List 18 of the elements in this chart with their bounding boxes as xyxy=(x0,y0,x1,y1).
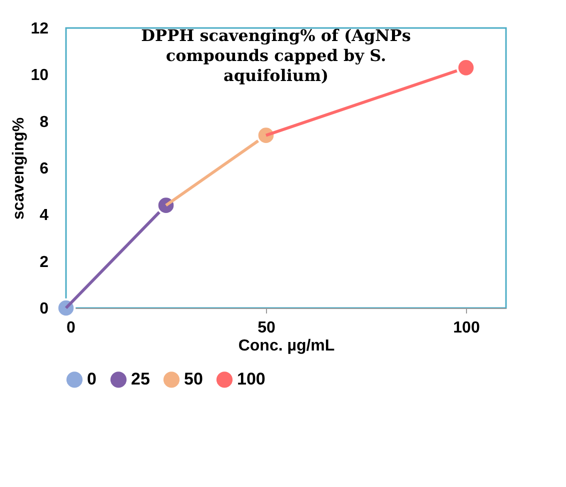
y-tick-label: 0 xyxy=(40,300,49,318)
legend-label: 25 xyxy=(131,370,150,389)
y-tick-label: 4 xyxy=(40,207,49,224)
y-tick-label: 2 xyxy=(40,254,49,271)
x-tick-label: 50 xyxy=(258,320,276,336)
x-tick-label: 0 xyxy=(66,320,76,336)
x-axis-title: Conc. µg/mL xyxy=(238,338,335,354)
legend-label: 0 xyxy=(87,370,96,389)
y-tick-label: 8 xyxy=(40,114,49,131)
y-tick-label: 10 xyxy=(30,67,49,84)
y-tick-label: 12 xyxy=(30,20,49,38)
point xyxy=(456,58,476,78)
y-axis-title: scavenging% xyxy=(10,117,28,220)
legend-label: 100 xyxy=(237,370,266,389)
legend-label: 50 xyxy=(184,370,203,389)
text: DPPH scavenging% of (AgNPs compounds capped by S. aquifolium) xyxy=(141,26,411,85)
x-tick-label: 100 xyxy=(453,320,480,336)
y-tick-label: 6 xyxy=(40,160,49,178)
